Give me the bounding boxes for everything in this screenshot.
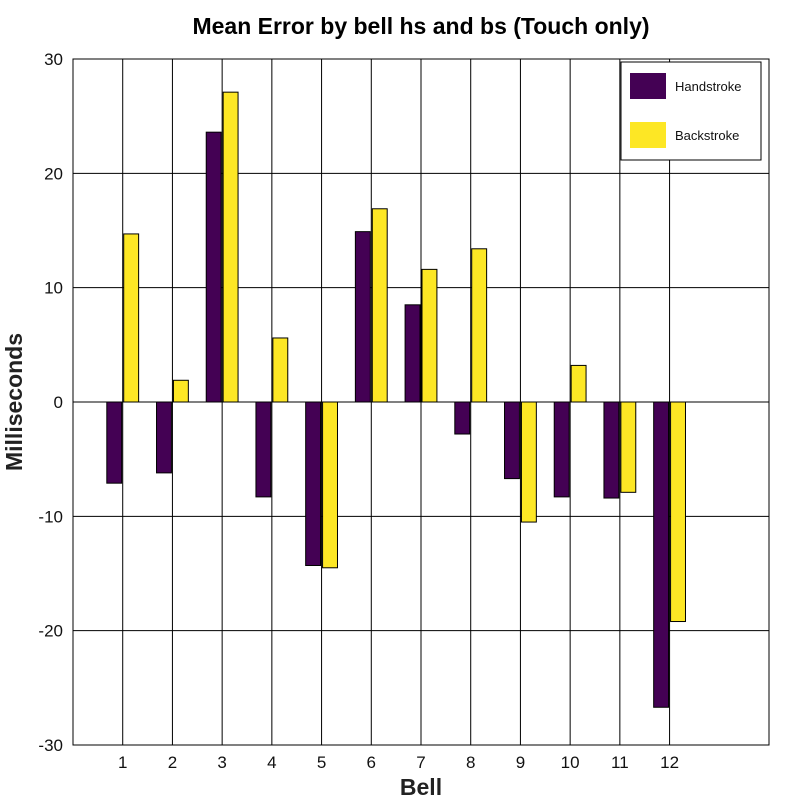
bar-backstroke (172, 379, 189, 403)
bar-handstroke (354, 231, 371, 403)
bar-backstroke (272, 337, 289, 403)
bar-backstroke (322, 401, 338, 569)
x-tick-label: 6 (367, 753, 376, 772)
legend: Handstroke Backstroke (620, 61, 762, 161)
y-tick-labels: -30 -20 -10 0 10 20 30 (38, 50, 63, 755)
x-tick-label: 2 (168, 753, 177, 772)
bars (106, 91, 686, 708)
y-tick-label: -30 (38, 736, 63, 755)
bar-backstroke (123, 233, 140, 403)
bar-handstroke (504, 401, 520, 480)
grid-lines (73, 58, 769, 746)
y-axis-label: Milliseconds (1, 333, 27, 471)
bar-backstroke (421, 268, 438, 403)
bar-backstroke (570, 364, 587, 403)
chart-title: Mean Error by bell hs and bs (Touch only… (192, 13, 649, 39)
bar-backstroke (222, 91, 239, 403)
x-tick-label: 10 (561, 753, 580, 772)
x-tick-label: 1 (118, 753, 127, 772)
x-tick-label: 7 (416, 753, 425, 772)
bar-handstroke (106, 401, 123, 484)
x-tick-label: 9 (516, 753, 525, 772)
bar-backstroke (520, 401, 537, 523)
bar-backstroke (620, 401, 637, 493)
x-tick-label: 11 (611, 753, 629, 772)
y-tick-label: 20 (44, 164, 63, 183)
bar-handstroke (404, 304, 421, 403)
bar-backstroke (371, 208, 388, 403)
bar-handstroke (454, 401, 471, 435)
bar-handstroke (653, 401, 670, 708)
legend-swatch (630, 122, 666, 148)
legend-label: Backstroke (675, 128, 739, 143)
y-tick-label: -10 (38, 507, 63, 526)
bar-handstroke (305, 401, 322, 566)
x-tick-label: 4 (267, 753, 276, 772)
y-tick-label: 30 (44, 50, 63, 69)
bar-backstroke (471, 248, 488, 403)
x-axis-label: Bell (400, 774, 442, 800)
x-tick-labels: 1 2 3 4 5 6 7 8 9 10 11 12 (118, 753, 679, 772)
bar-handstroke (156, 401, 172, 474)
legend-swatch (630, 73, 666, 99)
bar-handstroke (255, 401, 272, 498)
y-tick-label: 0 (54, 393, 63, 412)
legend-label: Handstroke (675, 79, 741, 94)
y-tick-label: -20 (38, 622, 63, 641)
x-tick-label: 12 (660, 753, 679, 772)
bar-handstroke (603, 401, 620, 499)
x-tick-label: 5 (317, 753, 326, 772)
x-tick-label: 3 (217, 753, 226, 772)
bar-handstroke (553, 401, 570, 498)
bar-backstroke (670, 401, 686, 623)
y-tick-label: 10 (44, 279, 63, 298)
plot-frame (72, 58, 770, 746)
x-tick-label: 8 (466, 753, 475, 772)
bar-handstroke (205, 131, 222, 403)
